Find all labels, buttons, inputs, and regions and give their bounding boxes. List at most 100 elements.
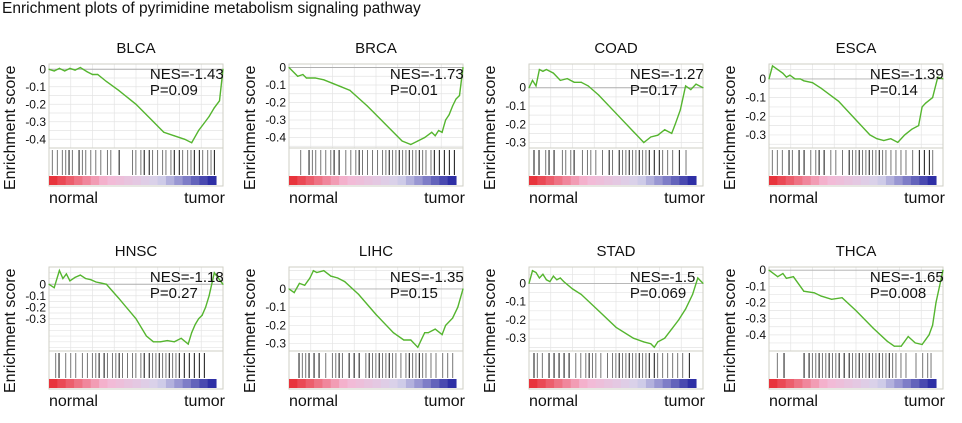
- rank-gradient-segment: [769, 379, 778, 388]
- rank-gradient-segment: [149, 176, 159, 185]
- curve-point: [831, 298, 833, 300]
- curve-point: [573, 81, 575, 83]
- enrichment-panel-blca: BLCA Enrichment score 0 -0.1 -0.2 -0.3 -0.4 NES…: [0, 40, 240, 220]
- rank-gradient-segment: [827, 379, 837, 388]
- curve-point: [531, 270, 534, 272]
- rank-gradient-segment: [132, 176, 142, 185]
- rank-gradient-segment: [322, 379, 332, 388]
- curve-point: [331, 82, 334, 84]
- curve-point: [771, 65, 774, 67]
- curve-point: [187, 343, 189, 345]
- curve-point: [84, 277, 87, 280]
- curve-point: [312, 270, 314, 272]
- rank-gradient-segment: [670, 379, 680, 388]
- curve-point: [53, 70, 55, 72]
- y-tick-label: -0.1: [25, 80, 46, 94]
- enrichment-chart: 0 -0.1 -0.2 -0.3 NES=-1.35P=0.15: [265, 266, 464, 390]
- rank-gradient-segment: [140, 176, 150, 185]
- enrichment-panel-stad: STAD Enrichment score 0 -0.1 -0.2 -0.3 NES=-1.…: [480, 243, 720, 423]
- rank-gradient-segment: [439, 379, 449, 388]
- panel-title: BRCA: [355, 40, 397, 57]
- curve-point: [890, 138, 892, 140]
- y-tick-label: 0: [759, 72, 766, 86]
- curve-point: [650, 136, 652, 138]
- rank-gradient-segment: [629, 379, 639, 388]
- rank-gradient-segment: [570, 379, 580, 388]
- rank-gradient-segment: [604, 176, 614, 185]
- rank-gradient-segment: [330, 176, 340, 185]
- rank-gradient-segment: [115, 379, 125, 388]
- curve-point: [218, 100, 221, 102]
- y-tick-label: -0.2: [25, 97, 46, 111]
- rank-gradient-segment: [140, 379, 150, 388]
- rank-gradient-segment: [869, 379, 879, 388]
- rank-gradient-segment: [339, 379, 348, 388]
- rank-gradient-segment: [107, 176, 117, 185]
- curve-point: [803, 290, 805, 292]
- y-tick-label: -0.3: [745, 128, 766, 142]
- curve-point: [538, 277, 541, 279]
- rank-gradient-segment: [439, 176, 449, 185]
- curve-point: [201, 314, 203, 316]
- rank-gradient-segment: [174, 176, 184, 185]
- x-label-normal: normal: [769, 190, 818, 207]
- curve-point: [330, 275, 332, 277]
- curve-point: [79, 274, 81, 276]
- y-tick-label: -0.2: [505, 117, 526, 131]
- rank-gradient-segment: [430, 176, 440, 185]
- curve-point: [632, 130, 634, 133]
- y-tick-label: -0.1: [265, 300, 286, 314]
- rank-gradient-segment: [919, 176, 929, 185]
- curve-point: [65, 273, 67, 275]
- rank-gradient-segment: [414, 379, 424, 388]
- rank-gradient-segment: [844, 379, 854, 388]
- curve-point: [288, 66, 290, 69]
- enrichment-curve: [768, 269, 944, 347]
- y-tick-label: -0.2: [745, 296, 766, 310]
- curve-point: [552, 275, 554, 277]
- curve-point: [897, 141, 899, 143]
- curve-point: [410, 143, 412, 146]
- curve-point: [893, 345, 895, 347]
- rank-gradient-segment: [355, 379, 365, 388]
- rank-gradient-segment: [637, 176, 647, 185]
- curve-point: [105, 283, 108, 285]
- rank-gradient-segment: [124, 176, 134, 185]
- curve-point: [531, 79, 534, 82]
- rank-gradient-segment: [769, 176, 778, 185]
- curve-point: [789, 74, 791, 76]
- enrichment-curve: [48, 66, 224, 144]
- rank-gradient-segment: [902, 379, 912, 388]
- plot-frame: [768, 266, 944, 390]
- curve-point: [152, 341, 154, 343]
- curve-point: [768, 269, 770, 271]
- panel-title: THCA: [835, 243, 877, 260]
- y-tick-label: -0.3: [505, 136, 526, 150]
- x-label-tumor: tumor: [184, 190, 225, 207]
- rank-gradient-segment: [289, 176, 298, 185]
- curve-point: [691, 293, 694, 295]
- rank-gradient-segment: [322, 176, 332, 185]
- curve-point: [323, 79, 325, 81]
- curve-point: [671, 328, 673, 330]
- curve-point: [869, 134, 871, 136]
- rank-gradient-segment: [785, 176, 795, 185]
- curve-point: [462, 288, 464, 290]
- rank-gradient-segment: [645, 379, 655, 388]
- curve-point: [198, 129, 200, 132]
- curve-point: [91, 73, 94, 76]
- rank-gradient-segment: [687, 176, 697, 185]
- curve-point: [62, 277, 64, 280]
- rank-gradient-segment: [115, 176, 125, 185]
- curve-point: [194, 323, 196, 326]
- rank-gradient-segment: [629, 176, 639, 185]
- curve-point: [643, 141, 645, 144]
- curve-point: [159, 341, 161, 343]
- curve-point: [535, 85, 537, 87]
- curve-point: [135, 318, 137, 320]
- rank-gradient-segment: [65, 176, 75, 185]
- rank-gradient-segment: [355, 176, 365, 185]
- rank-gradient-segment: [397, 176, 407, 185]
- curve-point: [904, 134, 906, 136]
- y-tick-label: 0: [519, 276, 526, 290]
